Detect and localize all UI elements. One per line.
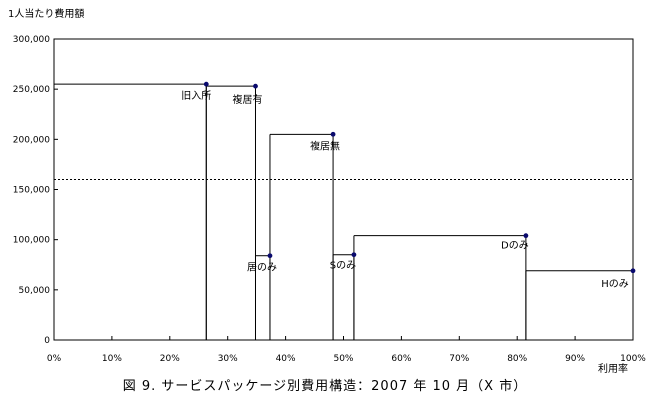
package-point [203,81,209,87]
package-label: 旧入所 [181,90,211,102]
package-label: Hのみ [601,279,629,290]
x-tick-label: 90% [565,354,585,364]
package-label: Sのみ [330,261,356,272]
y-tick-label: 300,000 [13,35,50,45]
y-axis-title: 1人当たり費用額 [8,7,84,20]
x-tick-label: 30% [218,354,238,364]
package-point [523,233,529,239]
package-label: 複居無 [310,139,340,152]
x-tick-label: 40% [276,354,296,364]
package-point [630,268,636,274]
y-tick-label: 0 [44,336,50,346]
x-tick-label: 80% [507,354,527,364]
package-label: 居のみ [247,262,277,274]
x-tick-label: 60% [391,354,411,364]
y-tick-label: 50,000 [19,286,51,296]
x-tick-label: 0% [47,354,62,364]
y-tick-label: 250,000 [13,85,50,95]
x-axis-ticks: 0% 10% 20% 30% 40% 50% 60% 70% 80% 90% 100% [47,336,646,364]
package-point [253,83,258,89]
package-points [203,81,636,274]
package-steps [54,83,634,340]
x-tick-label: 50% [333,354,353,364]
package-point [351,252,357,258]
x-tick-label: 10% [102,354,122,364]
figure-caption: 図 9. サービスパッケージ別費用構造：2007 年 10 月（X 市） [122,379,528,394]
y-tick-label: 200,000 [13,135,50,145]
x-tick-label: 20% [160,354,180,364]
y-axis-ticks: 0 50,000 100,000 150,000 200,000 250,000 300,0… [13,35,58,346]
package-point [330,131,336,137]
y-tick-label: 100,000 [13,236,50,246]
x-tick-label: 70% [449,354,469,364]
package-label: Dのみ [501,241,529,252]
x-tick-label: 100% [620,354,646,364]
package-label: 複居有 [232,93,262,106]
x-axis-title: 利用率 [598,362,628,375]
y-tick-label: 150,000 [13,186,50,196]
package-point [267,253,273,259]
